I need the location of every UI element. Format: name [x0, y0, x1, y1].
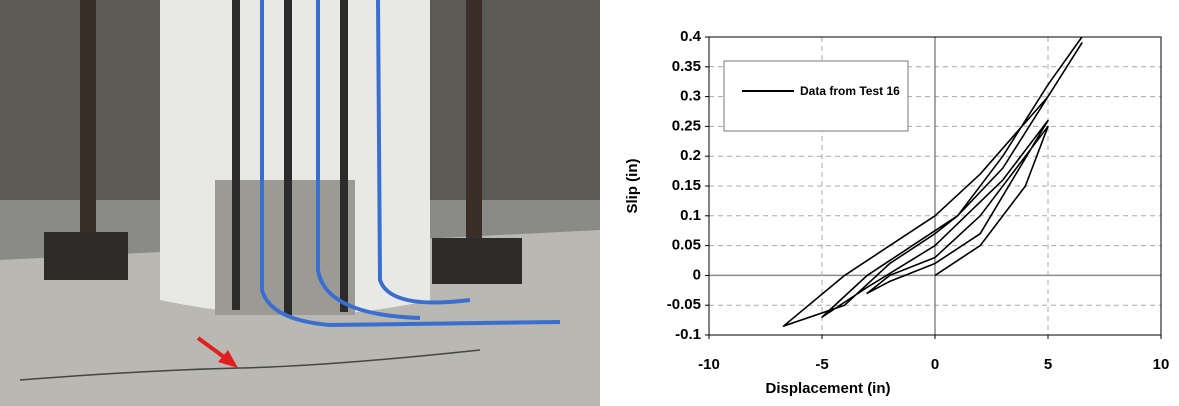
x-tick-label: 5 — [1044, 356, 1052, 373]
x-tick-label: -5 — [815, 356, 828, 373]
y-axis-label: Slip (in) — [624, 159, 641, 214]
plot-frame — [708, 36, 1162, 336]
y-tick-label: 0.35 — [672, 58, 701, 75]
photo-gauges — [232, 0, 348, 315]
legend-box — [723, 60, 909, 132]
x-tick-label: 0 — [931, 356, 939, 373]
y-tick-label: 0.05 — [672, 237, 701, 254]
legend-label: Data from Test 16 — [800, 84, 900, 98]
y-tick-label: 0.25 — [672, 117, 701, 134]
y-tick-label: -0.1 — [675, 326, 701, 343]
photo-arrow — [196, 336, 238, 368]
data-line — [782, 36, 1083, 327]
photo-plate — [44, 232, 128, 280]
chart: Displacement (in) Slip (in) -0.1 -0.05 0 0.… — [624, 28, 1170, 397]
y-tick-label: -0.05 — [667, 296, 701, 313]
photo-rod — [80, 0, 96, 250]
photo — [0, 0, 600, 406]
y-tick-label: 0.2 — [680, 147, 701, 164]
y-tick-label: 0.15 — [672, 177, 701, 194]
photo-rod — [466, 0, 482, 250]
photo-plate — [432, 238, 522, 284]
y-tick-label: 0.4 — [680, 28, 702, 45]
y-tick-label: 0 — [693, 266, 701, 283]
x-tick-label: -10 — [698, 356, 720, 373]
y-tick-label: 0.3 — [680, 88, 701, 105]
photo-wires — [260, 0, 561, 328]
x-tick-label: 10 — [1153, 356, 1170, 373]
x-axis-label: Displacement (in) — [765, 380, 890, 397]
y-tick-label: 0.1 — [680, 207, 701, 224]
photo-crack — [19, 349, 481, 381]
